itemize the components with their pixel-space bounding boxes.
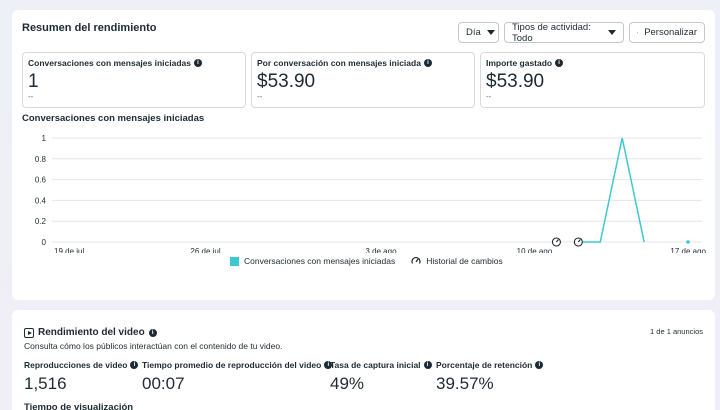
metric-value: 1 xyxy=(28,71,39,92)
customize-button[interactable]: Personalizar xyxy=(629,22,705,43)
y-tick-label: 0.4 xyxy=(35,196,47,205)
metric-label: Conversaciones con mensajes iniciadas xyxy=(28,58,191,68)
customize-columns-icon xyxy=(637,31,639,34)
info-icon[interactable]: i xyxy=(535,361,544,369)
metric-label-row: Porcentaje de retención i xyxy=(436,360,544,370)
metric-comparison: -- xyxy=(486,92,492,101)
metric-value: $53.90 xyxy=(257,71,316,92)
x-tick-label: 10 de ago xyxy=(517,247,553,253)
metric-label-row: Importe gastado i xyxy=(486,58,699,68)
metric-card-conversations[interactable]: Conversaciones con mensajes iniciadas i … xyxy=(22,52,246,108)
info-icon[interactable]: i xyxy=(555,59,564,67)
info-icon[interactable]: i xyxy=(324,361,333,369)
metric-value: $53.90 xyxy=(486,71,545,92)
summary-title: Resumen del rendimiento xyxy=(22,22,157,34)
info-icon[interactable]: i xyxy=(194,59,202,67)
activity-dropdown-label: Tipos de actividad: Todo xyxy=(512,21,591,44)
metric-label: Tiempo promedio de reproducción del vide… xyxy=(142,360,322,370)
video-section-title: Rendimiento del video xyxy=(38,327,145,338)
performance-summary-card: Resumen del rendimiento Día Tipos de act… xyxy=(12,10,715,300)
info-icon[interactable]: i xyxy=(423,361,432,369)
caret-down-icon xyxy=(486,30,495,35)
metric-label: Tasa de captura inicial xyxy=(330,360,421,370)
metric-value: 49% xyxy=(330,374,365,393)
customize-label: Personalizar xyxy=(644,27,697,38)
change-history-marker[interactable] xyxy=(573,237,583,247)
legend-item-change-history[interactable]: Historial de cambios xyxy=(411,256,503,266)
conversations-line-chart[interactable]: 1 0.8 0.6 0.4 0.2 0 19 de jul 26 de jul 3 de ago… xyxy=(12,128,715,253)
metric-comparison: -- xyxy=(28,92,34,101)
metric-value: 1,516 xyxy=(24,374,67,393)
metric-label: Por conversación con mensajes iniciada xyxy=(257,58,421,68)
watch-time-heading: Tiempo de visualización xyxy=(24,402,134,410)
chart-title: Conversaciones con mensajes iniciadas xyxy=(22,113,205,124)
video-section-subtitle: Consulta cómo los públicos interactúan c… xyxy=(24,341,283,351)
metric-label-row: Conversaciones con mensajes iniciadas i xyxy=(28,58,240,68)
video-performance-card: Rendimiento del video i Consulta cómo lo… xyxy=(12,310,715,410)
y-tick-label: 0.6 xyxy=(35,176,47,185)
x-tick-label: 19 de jul xyxy=(54,247,84,253)
x-tick-label: 17 de ago xyxy=(670,247,706,253)
day-dropdown[interactable]: Día xyxy=(458,22,499,43)
metric-label-row: Reproducciones de video i xyxy=(24,360,139,370)
metric-comparison: -- xyxy=(257,92,263,101)
x-tick-label: 26 de jul xyxy=(190,247,220,253)
metric-card-amount-spent[interactable]: Importe gastado i $53.90 -- xyxy=(480,52,705,108)
metric-label-row: Por conversación con mensajes iniciada i xyxy=(257,58,469,68)
info-icon[interactable]: i xyxy=(130,361,139,369)
video-section-header: Rendimiento del video i xyxy=(24,327,157,338)
y-tick-label: 0 xyxy=(42,238,47,247)
ad-count: 1 de 1 anuncios xyxy=(650,327,703,336)
y-tick-label: 0.8 xyxy=(35,155,47,164)
info-icon[interactable]: i xyxy=(148,328,157,337)
metric-value: 39.57% xyxy=(436,374,494,393)
legend-item-conversations[interactable]: Conversaciones con mensajes iniciadas xyxy=(230,256,395,266)
change-history-marker[interactable] xyxy=(551,237,561,247)
metric-label-row: Tasa de captura inicial i xyxy=(330,360,432,370)
y-tick-label: 1 xyxy=(42,134,47,143)
chart-legend: Conversaciones con mensajes iniciadas Hi… xyxy=(230,256,503,266)
legend-label: Conversaciones con mensajes iniciadas xyxy=(244,256,396,266)
video-metric-hook-rate: Tasa de captura inicial i 49% xyxy=(330,360,432,394)
video-metric-plays: Reproducciones de video i 1,516 xyxy=(24,360,139,394)
legend-swatch xyxy=(230,256,239,266)
gauge-icon xyxy=(411,256,421,264)
metric-label: Reproducciones de video xyxy=(24,360,128,370)
metric-label: Importe gastado xyxy=(486,58,553,68)
activity-type-dropdown[interactable]: Tipos de actividad: Todo xyxy=(504,21,624,44)
video-play-icon xyxy=(24,327,34,338)
metric-label-row: Tiempo promedio de reproducción del vide… xyxy=(142,360,333,370)
metric-label: Porcentaje de retención xyxy=(436,360,533,370)
data-point xyxy=(686,240,690,244)
legend-label: Historial de cambios xyxy=(426,256,503,266)
metric-card-cost-per-conversation[interactable]: Por conversación con mensajes iniciada i… xyxy=(251,52,475,108)
x-tick-label: 3 de ago xyxy=(365,247,397,253)
info-icon[interactable]: i xyxy=(423,59,432,67)
y-tick-label: 0.2 xyxy=(35,217,47,226)
video-metric-avg-play-time: Tiempo promedio de reproducción del vide… xyxy=(142,360,333,394)
caret-down-icon xyxy=(608,30,616,35)
metric-value: 00:07 xyxy=(142,374,185,393)
day-dropdown-label: Día xyxy=(466,27,481,38)
video-metric-retention: Porcentaje de retención i 39.57% xyxy=(436,360,544,394)
series-line xyxy=(578,137,645,243)
